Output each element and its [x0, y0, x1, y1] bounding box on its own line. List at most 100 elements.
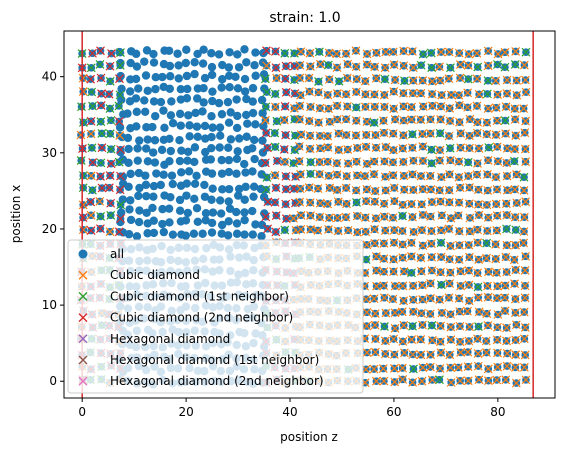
classified-atom-marker	[370, 224, 379, 234]
classified-atom-marker	[425, 129, 435, 139]
classified-atom-marker	[96, 171, 105, 181]
atom-point	[126, 58, 135, 68]
atom-point	[134, 168, 144, 178]
classified-atom-marker	[519, 238, 529, 248]
atom-point	[240, 215, 249, 225]
atom-point	[158, 72, 167, 82]
classified-atom-marker	[271, 227, 281, 237]
atom-point	[248, 167, 257, 176]
classified-atom-marker	[426, 114, 435, 124]
atom-point	[208, 208, 218, 217]
classified-atom-marker	[446, 241, 455, 251]
classified-atom-marker	[115, 74, 124, 84]
classified-atom-marker	[296, 47, 306, 57]
classified-atom-marker	[427, 158, 437, 168]
classified-atom-marker	[271, 47, 280, 56]
classified-atom-marker	[416, 350, 426, 360]
classified-atom-marker	[399, 46, 409, 56]
classified-atom-marker	[306, 157, 316, 167]
classified-atom-marker	[512, 90, 522, 100]
classified-atom-marker	[116, 200, 126, 210]
classified-atom-marker	[464, 336, 474, 346]
classified-atom-marker	[407, 143, 417, 153]
classified-atom-marker	[454, 198, 464, 207]
classified-atom-marker	[502, 349, 512, 358]
classified-atom-marker	[362, 117, 372, 127]
classified-atom-marker	[263, 197, 273, 207]
legend-label: Hexagonal diamond (1st neighbor)	[110, 353, 319, 367]
classified-atom-marker	[483, 170, 492, 179]
classified-atom-marker	[502, 267, 512, 277]
classified-atom-marker	[261, 102, 271, 112]
classified-atom-marker	[306, 225, 315, 234]
classified-atom-marker	[362, 159, 372, 169]
classified-atom-marker	[323, 143, 333, 152]
atom-point	[225, 204, 235, 213]
classified-atom-marker	[491, 76, 501, 86]
classified-atom-marker	[86, 116, 96, 126]
classified-atom-marker	[436, 252, 446, 262]
classified-atom-marker	[436, 172, 446, 182]
atom-point	[199, 98, 208, 107]
classified-atom-marker	[484, 267, 493, 277]
atom-point	[151, 111, 160, 121]
classified-atom-marker	[482, 89, 492, 99]
classified-atom-marker	[482, 129, 492, 139]
classified-atom-marker	[262, 143, 272, 153]
y-tick-label: 40	[42, 70, 57, 84]
classified-atom-marker	[398, 157, 408, 167]
classified-atom-marker	[463, 306, 472, 316]
atom-point	[191, 108, 200, 118]
atom-point	[182, 94, 192, 103]
classified-atom-marker	[491, 103, 501, 113]
classified-atom-marker	[304, 116, 314, 126]
classified-atom-marker	[465, 114, 475, 124]
classified-atom-marker	[389, 254, 399, 264]
classified-atom-marker	[323, 199, 333, 209]
classified-atom-marker	[381, 142, 391, 152]
classified-atom-marker	[262, 61, 271, 71]
classified-atom-marker	[361, 102, 370, 112]
classified-atom-marker	[371, 213, 381, 223]
y-axis-ticks: 0 10 20 30 40	[42, 70, 64, 388]
classified-atom-marker	[502, 75, 512, 85]
classified-atom-marker	[398, 281, 408, 291]
classified-atom-marker	[343, 145, 353, 154]
classified-atom-marker	[97, 183, 107, 193]
classified-atom-marker	[362, 321, 372, 331]
classified-atom-marker	[398, 375, 408, 384]
classified-atom-marker	[483, 376, 493, 386]
classified-atom-marker	[351, 46, 361, 56]
atom-point	[257, 220, 267, 230]
atom-point	[132, 122, 141, 131]
atom-point	[248, 97, 257, 106]
classified-atom-marker	[105, 129, 115, 139]
atom-point	[224, 143, 233, 152]
classified-atom-marker	[473, 117, 483, 127]
classified-atom-marker	[379, 239, 389, 248]
atom-point	[200, 121, 210, 131]
atom-point	[206, 155, 216, 164]
classified-atom-marker	[454, 90, 464, 100]
classified-atom-marker	[96, 158, 106, 168]
atom-point	[251, 220, 260, 229]
atom-point	[257, 232, 266, 241]
atom-point	[141, 171, 150, 180]
classified-atom-marker	[351, 131, 361, 140]
classified-atom-marker	[78, 213, 88, 222]
atom-point	[133, 144, 142, 153]
atom-point	[208, 123, 217, 132]
classified-atom-marker	[491, 172, 501, 182]
classified-atom-marker	[473, 282, 483, 292]
atom-point	[124, 158, 133, 167]
classified-atom-marker	[272, 156, 282, 166]
classified-atom-marker	[390, 323, 400, 333]
classified-atom-marker	[520, 128, 530, 138]
classified-atom-marker	[371, 376, 381, 386]
classified-atom-marker	[437, 308, 447, 318]
classified-atom-marker	[407, 252, 416, 261]
x-tick-label: 80	[490, 405, 505, 419]
atom-point	[217, 229, 226, 238]
classified-atom-marker	[474, 322, 483, 331]
atom-point	[190, 143, 200, 152]
